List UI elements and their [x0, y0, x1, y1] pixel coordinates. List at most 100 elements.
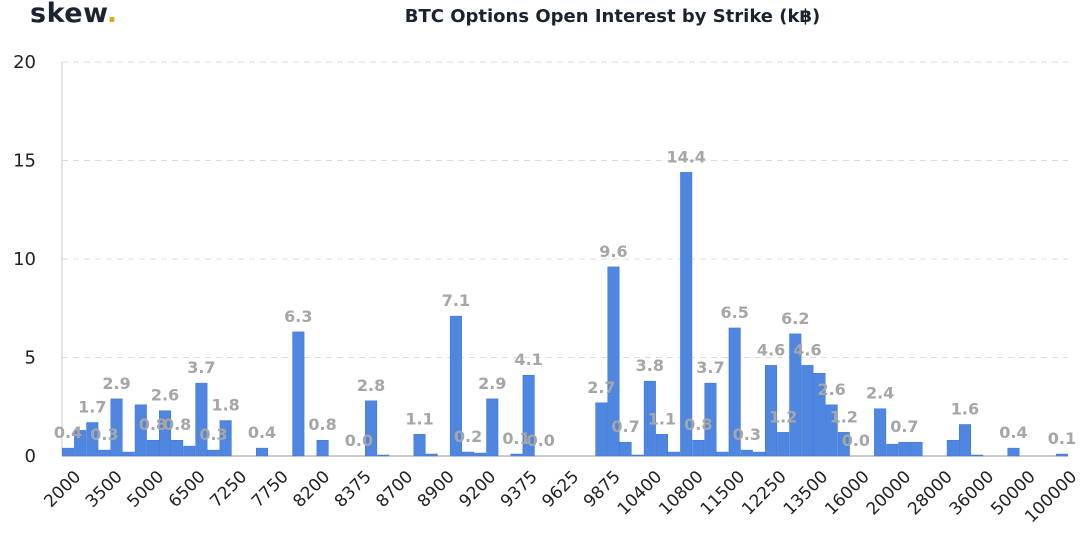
logo-dot: .	[106, 0, 118, 29]
bar	[449, 315, 462, 457]
bar	[183, 445, 196, 457]
bar	[886, 443, 899, 457]
bar	[365, 400, 378, 457]
x-tick-label: 7750	[248, 467, 293, 512]
bar	[195, 382, 208, 457]
bar	[643, 380, 656, 457]
data-label: 0.4	[54, 423, 82, 442]
data-label: 7.1	[442, 291, 470, 310]
y-tick-label: 5	[25, 348, 36, 369]
bar	[619, 441, 632, 457]
bar	[316, 439, 329, 457]
x-tick-label: 6500	[165, 467, 210, 512]
bar	[668, 451, 681, 457]
data-label: 0.1	[1048, 429, 1076, 448]
bar	[692, 439, 705, 457]
x-tick-label: 8375	[331, 467, 376, 512]
bar	[146, 439, 159, 457]
data-label: 2.7	[587, 378, 615, 397]
x-tick-label: 9375	[497, 467, 542, 512]
bar	[728, 327, 741, 457]
bar	[946, 439, 959, 457]
data-label: 0.8	[163, 415, 191, 434]
data-label: 0.3	[199, 425, 227, 444]
y-tick-label: 10	[13, 249, 36, 270]
bar	[219, 420, 232, 457]
skew-logo: skew.	[30, 0, 118, 29]
bar	[958, 424, 971, 457]
bar	[777, 432, 790, 457]
bar	[971, 454, 984, 457]
chart-title: BTC Options Open Interest by Strike (k฿)	[404, 6, 821, 27]
data-label: 3.7	[187, 358, 215, 377]
data-label: 3.8	[636, 356, 664, 375]
bar	[655, 434, 668, 457]
bar	[110, 398, 123, 457]
bar	[377, 454, 390, 457]
bar	[716, 451, 729, 457]
bar	[292, 331, 305, 457]
bar	[607, 266, 620, 457]
logo-text: skew	[30, 0, 107, 29]
x-tick-label: 8900	[414, 467, 459, 512]
bar	[159, 410, 172, 457]
x-tick-label: 13500	[780, 467, 832, 519]
data-label: 0.8	[308, 415, 336, 434]
bar	[522, 374, 535, 457]
x-tick-label: 9200	[455, 467, 500, 512]
data-label: 9.6	[599, 242, 627, 261]
y-tick-label: 0	[25, 446, 36, 467]
bar	[765, 365, 778, 457]
data-label: 6.5	[721, 303, 749, 322]
data-label: 1.8	[211, 396, 239, 415]
bar	[1055, 453, 1068, 457]
x-tick-label: 11500	[697, 467, 749, 519]
bar	[752, 451, 765, 457]
x-tick-label: 28000	[904, 467, 956, 519]
y-tick-label: 15	[13, 151, 36, 172]
bar	[474, 452, 487, 457]
x-tick-label: 20000	[863, 467, 915, 519]
data-label: 0.4	[248, 423, 276, 442]
bar	[171, 439, 184, 457]
data-label: 2.9	[478, 374, 506, 393]
data-label: 4.1	[514, 350, 542, 369]
bar	[255, 447, 268, 457]
data-label: 0.0	[842, 431, 870, 450]
data-label: 1.1	[405, 409, 433, 428]
x-tick-label: 8200	[289, 467, 334, 512]
data-label: 2.6	[817, 380, 845, 399]
data-label: 2.4	[866, 384, 894, 403]
bar	[86, 422, 99, 457]
bar	[910, 441, 923, 457]
data-label: 0.1	[502, 429, 530, 448]
data-label: 0.7	[890, 417, 918, 436]
x-tick-label: 5000	[123, 467, 168, 512]
data-label: 6.3	[284, 307, 312, 326]
bar	[595, 402, 608, 457]
data-label: 1.2	[830, 407, 858, 426]
data-label: 0.8	[684, 415, 712, 434]
x-tick-label: 8700	[372, 467, 417, 512]
x-tick-label: 16000	[821, 467, 873, 519]
data-label: 1.2	[769, 407, 797, 426]
data-label: 3.7	[696, 358, 724, 377]
bar	[801, 365, 814, 457]
x-tick-label: 10800	[655, 467, 707, 519]
bar	[825, 404, 838, 457]
bar	[837, 432, 850, 457]
data-label: 2.9	[102, 374, 130, 393]
data-label: 0.7	[611, 417, 639, 436]
data-label: 0.3	[90, 425, 118, 444]
data-label: 0.0	[527, 431, 555, 450]
x-tick-label: 7250	[206, 467, 251, 512]
data-label: 0.3	[733, 425, 761, 444]
bar	[789, 333, 802, 457]
data-label: 4.6	[793, 340, 821, 359]
x-tick-label: 12250	[738, 467, 790, 519]
bar	[898, 441, 911, 457]
bar	[813, 373, 826, 457]
bar	[704, 382, 717, 457]
bar	[425, 453, 438, 457]
